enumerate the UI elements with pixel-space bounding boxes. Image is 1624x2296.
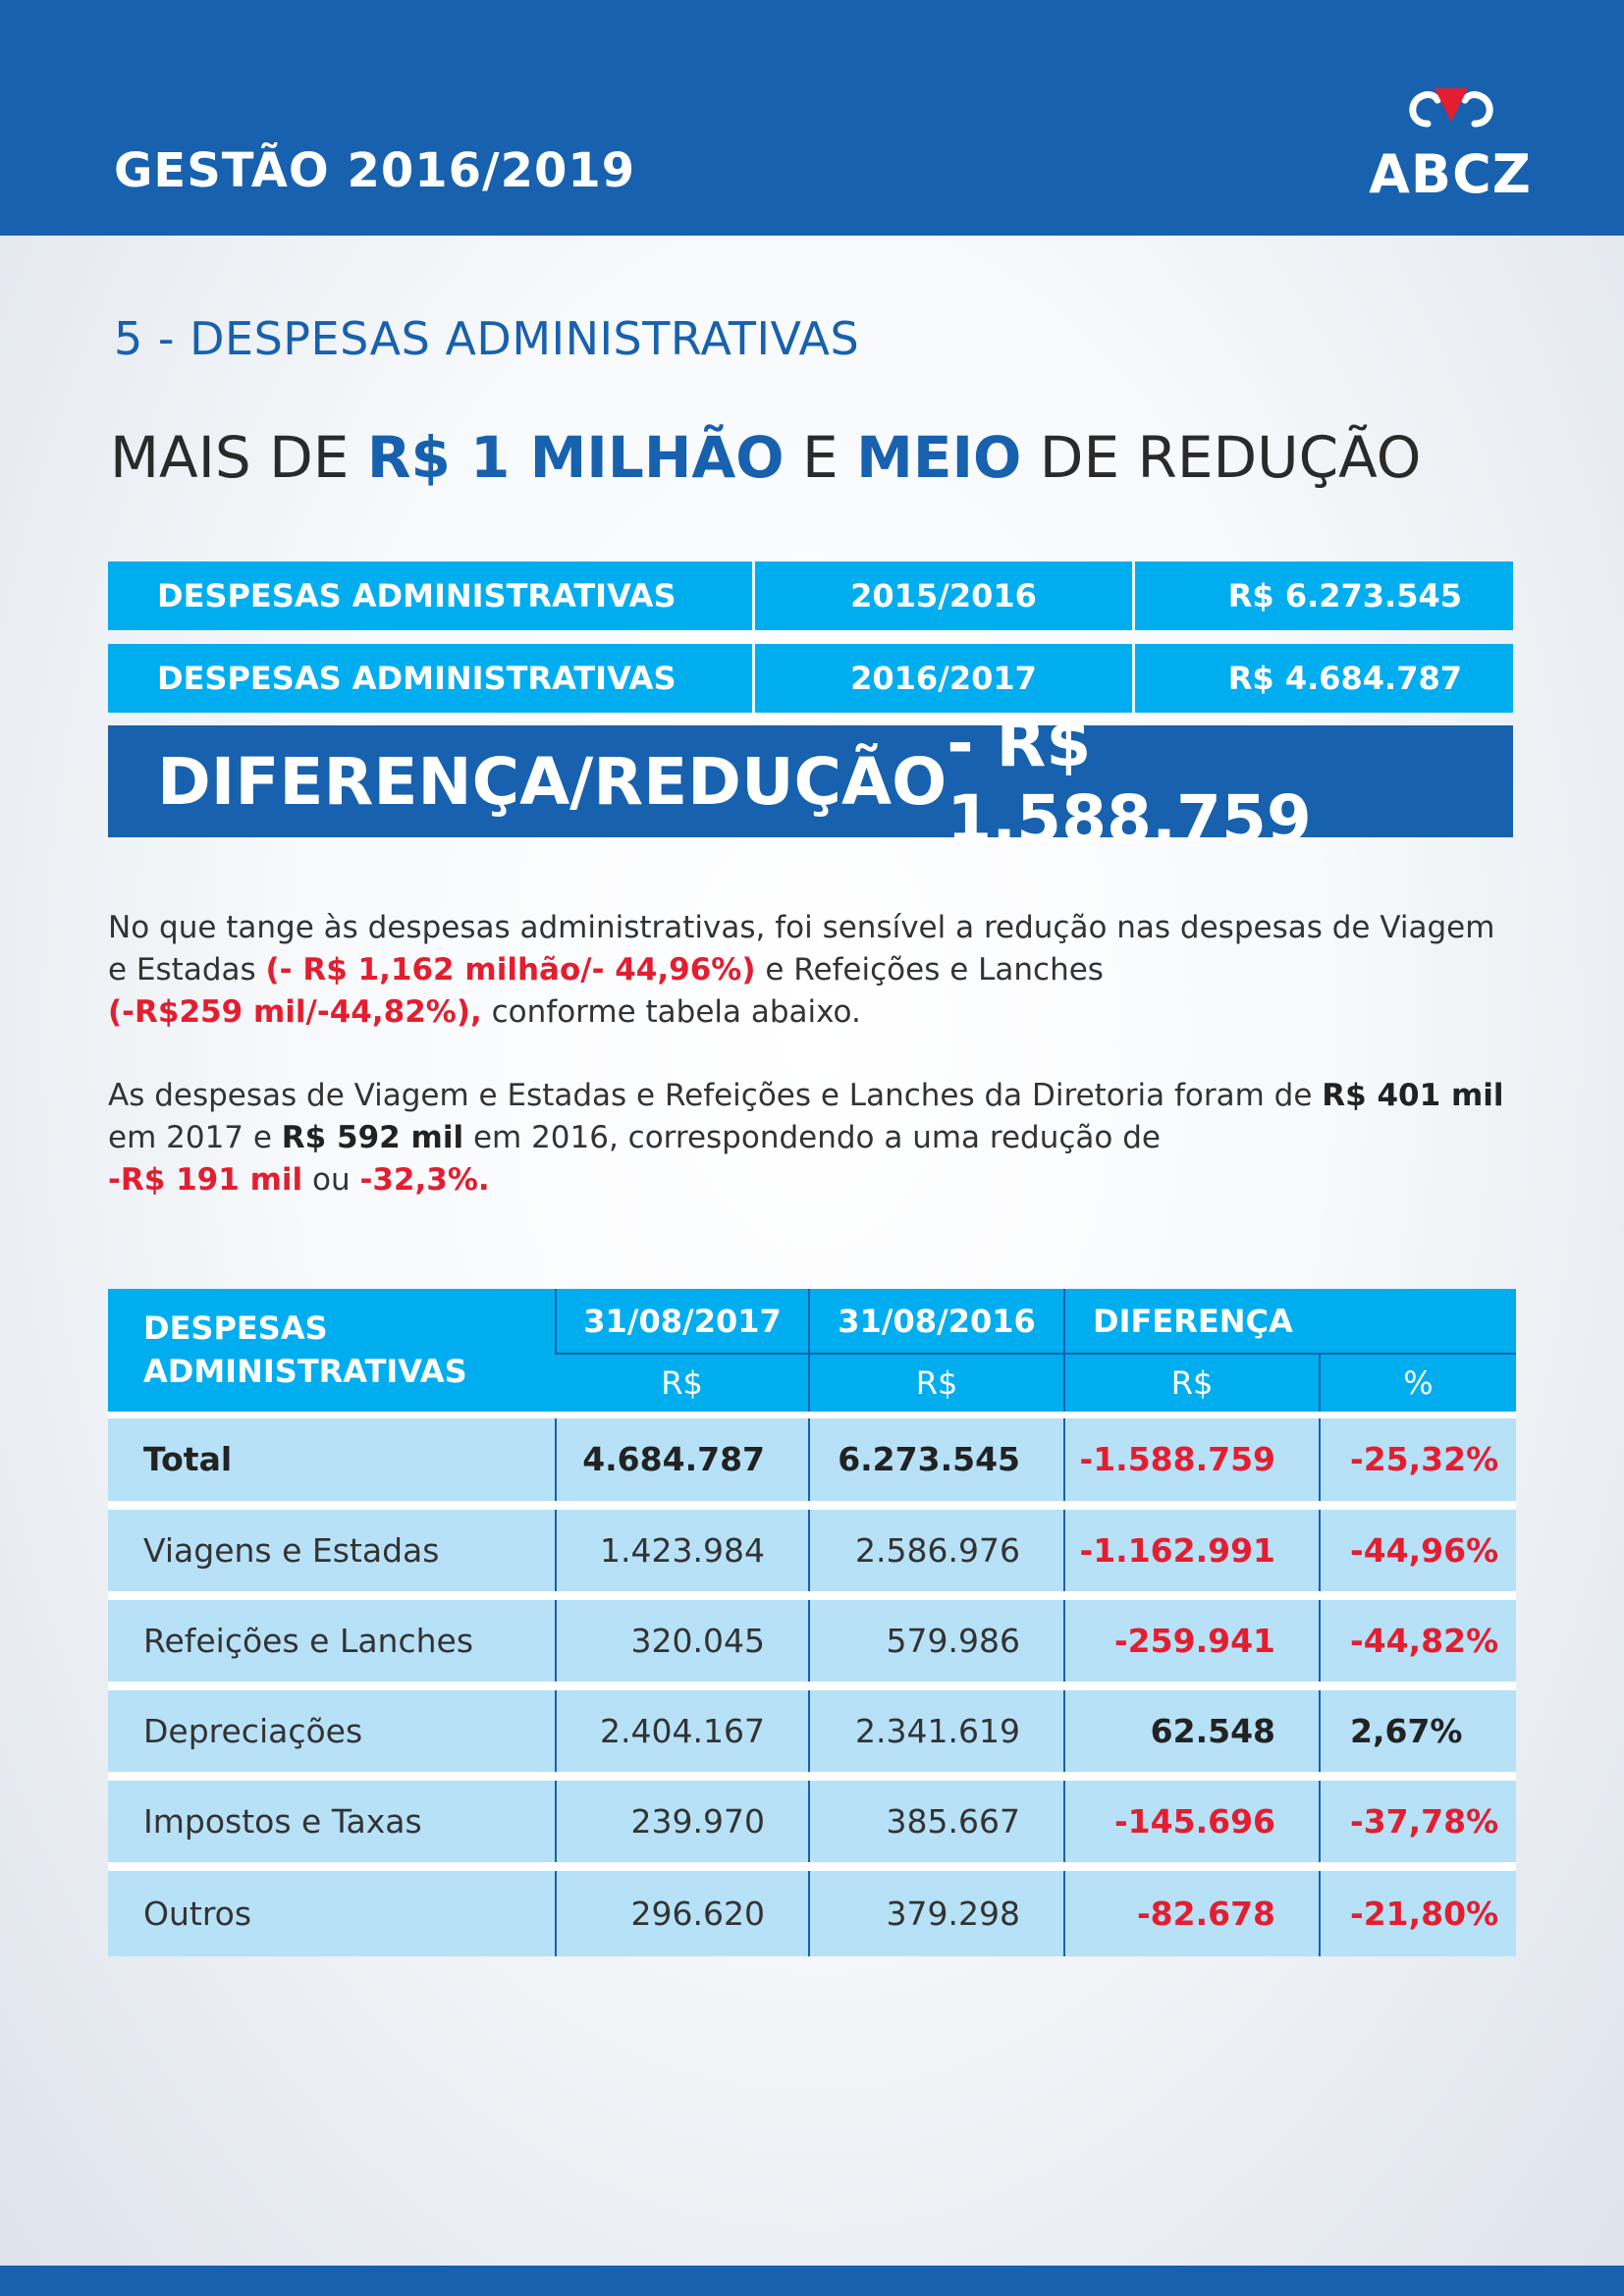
paragraph-board-expenses: As despesas de Viagem e Estadas e Refeiç…	[108, 1075, 1512, 1201]
row-value-2017: 296.620	[555, 1861, 809, 1956]
paragraph-travel-meals: No que tange às despesas administrativas…	[108, 907, 1512, 1034]
difference-bar: DIFERENÇA/REDUÇÃO - R$ 1.588.759	[108, 706, 1513, 857]
row-difference: -1.588.759	[1063, 1411, 1320, 1505]
header-band: GESTÃO 2016/2019 ABCZ	[0, 0, 1624, 236]
p2-text-1: As despesas de Viagem e Estadas e Refeiç…	[108, 1078, 1323, 1113]
table-row: Outros 296.620 379.298 -82.678 -21,80%	[108, 1861, 1516, 1956]
p2-text-2: em 2017 e	[108, 1120, 282, 1155]
row-difference: -82.678	[1063, 1861, 1320, 1956]
summary-label: DESPESAS ADMINISTRATIVAS	[108, 561, 752, 630]
row-percent: 2,67%	[1319, 1681, 1516, 1776]
headline-part2: E	[784, 424, 857, 491]
row-difference: -1.162.991	[1063, 1500, 1320, 1595]
expenses-table: DESPESAS ADMINISTRATIVAS 31/08/2017 31/08…	[108, 1289, 1516, 1956]
row-value-2016: 385.667	[808, 1771, 1064, 1866]
row-label: Total	[108, 1411, 556, 1505]
row-value-2017: 2.404.167	[555, 1681, 809, 1776]
headline: MAIS DE R$ 1 MILHÃO E MEIO DE REDUÇÃO	[110, 424, 1421, 491]
row-label: Impostos e Taxas	[108, 1771, 556, 1866]
p2-reduction-pct: -32,3%.	[359, 1162, 490, 1198]
row-percent: -25,32%	[1319, 1411, 1516, 1505]
row-value-2017: 239.970	[555, 1771, 809, 1866]
p1-meals-reduction: (-R$259 mil/-44,82%),	[108, 994, 482, 1030]
row-label: Depreciações	[108, 1681, 556, 1776]
row-label: Refeições e Lanches	[108, 1590, 556, 1685]
header-unit-rs: R$	[1063, 1354, 1320, 1415]
table-row: Impostos e Taxas 239.970 385.667 -145.69…	[108, 1771, 1516, 1866]
p1-text-1: No que tange às despesas administrativas…	[108, 910, 1495, 988]
row-value-2016: 2.586.976	[808, 1500, 1064, 1595]
p2-text-3: em 2016, correspondendo a uma redução de	[463, 1120, 1161, 1155]
p1-text-3: conforme tabela abaixo.	[481, 994, 861, 1030]
summary-label: DESPESAS ADMINISTRATIVAS	[108, 644, 752, 713]
header-difference: DIFERENÇA	[1063, 1289, 1516, 1355]
row-label: Outros	[108, 1861, 556, 1956]
row-difference: -259.941	[1063, 1590, 1320, 1685]
summary-period: 2015/2016	[752, 561, 1132, 630]
summary-row-2015-2016: DESPESAS ADMINISTRATIVAS 2015/2016 R$ 6.…	[108, 561, 1513, 630]
header-date-2017: 31/08/2017	[555, 1289, 809, 1355]
logo-text: ABCZ	[1369, 143, 1532, 205]
row-value-2016: 2.341.619	[808, 1681, 1064, 1776]
p2-2016-value: R$ 592 mil	[281, 1120, 464, 1155]
edition-title: GESTÃO 2016/2019	[114, 143, 636, 198]
headline-highlight-million: R$ 1 MILHÃO	[366, 424, 785, 491]
footer-band	[0, 2266, 1624, 2296]
row-percent: -21,80%	[1319, 1861, 1516, 1956]
header-desc-line1: DESPESAS	[143, 1309, 328, 1348]
row-value-2017: 4.684.787	[555, 1411, 809, 1505]
difference-label: DIFERENÇA/REDUÇÃO	[157, 743, 947, 820]
p2-2017-value: R$ 401 mil	[1322, 1078, 1504, 1113]
row-percent: -37,78%	[1319, 1771, 1516, 1866]
p1-text-2: e Refeições e Lanches	[755, 952, 1104, 988]
row-difference: 62.548	[1063, 1681, 1320, 1776]
table-row: Refeições e Lanches 320.045 579.986 -259…	[108, 1590, 1516, 1685]
header-desc-line2: ADMINISTRATIVAS	[143, 1353, 467, 1391]
logo-mark-icon	[1409, 88, 1493, 128]
summary-value: R$ 6.273.545	[1132, 561, 1513, 630]
row-difference: -145.696	[1063, 1771, 1320, 1866]
headline-highlight-half: MEIO	[856, 424, 1022, 491]
table-row: Depreciações 2.404.167 2.341.619 62.548 …	[108, 1681, 1516, 1776]
header-unit-rs: R$	[556, 1354, 809, 1415]
row-value-2016: 379.298	[808, 1861, 1064, 1956]
row-value-2016: 579.986	[808, 1590, 1064, 1685]
summary-row-2016-2017: DESPESAS ADMINISTRATIVAS 2016/2017 R$ 4.…	[108, 644, 1513, 713]
row-value-2017: 1.423.984	[555, 1500, 809, 1595]
row-percent: -44,96%	[1319, 1500, 1516, 1595]
header-unit-rs: R$	[808, 1354, 1064, 1415]
headline-part1: MAIS DE	[110, 424, 367, 491]
section-title: 5 - DESPESAS ADMINISTRATIVAS	[114, 312, 860, 365]
header-description: DESPESAS ADMINISTRATIVAS	[108, 1289, 556, 1415]
table-row: Viagens e Estadas 1.423.984 2.586.976 -1…	[108, 1500, 1516, 1595]
summary-period: 2016/2017	[752, 644, 1132, 713]
row-value-2016: 6.273.545	[808, 1411, 1064, 1505]
row-percent: -44,82%	[1319, 1590, 1516, 1685]
header-unit-pct: %	[1319, 1354, 1516, 1415]
headline-part3: DE REDUÇÃO	[1021, 424, 1422, 491]
difference-value: - R$ 1.588.759	[947, 706, 1312, 857]
abcz-logo: ABCZ	[1367, 82, 1534, 205]
header-date-2016: 31/08/2016	[808, 1289, 1064, 1355]
table-row-total: Total 4.684.787 6.273.545 -1.588.759 -25…	[108, 1411, 1516, 1505]
p2-reduction-value: -R$ 191 mil	[108, 1162, 303, 1198]
p2-text-4: ou	[302, 1162, 360, 1198]
row-label: Viagens e Estadas	[108, 1500, 556, 1595]
summary-value: R$ 4.684.787	[1132, 644, 1513, 713]
row-value-2017: 320.045	[555, 1590, 809, 1685]
p1-travel-reduction: (- R$ 1,162 milhão/- 44,96%)	[265, 952, 756, 988]
